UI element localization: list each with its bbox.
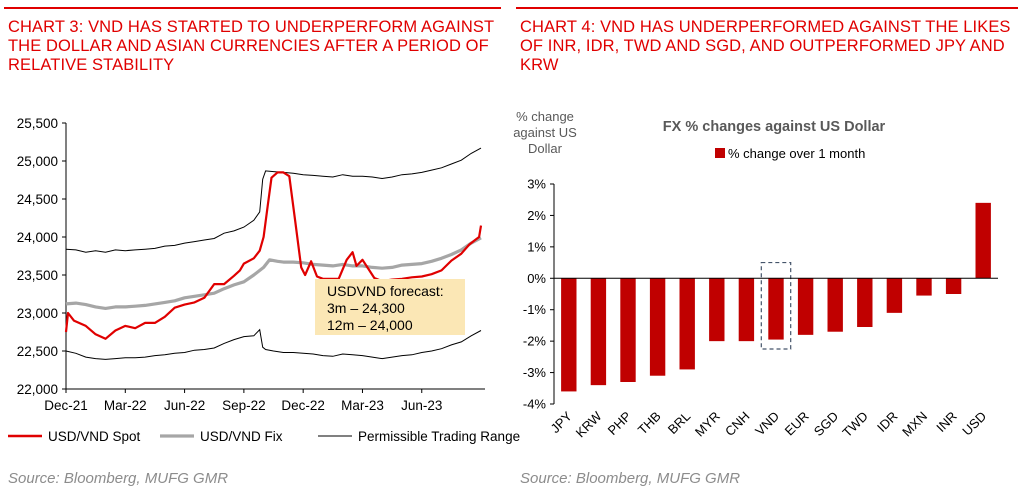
chart3-title: CHART 3: VND HAS STARTED TO UNDERPERFORM…	[8, 18, 494, 74]
title-rule	[4, 7, 501, 9]
x-tick-label: Mar-23	[341, 398, 384, 413]
y-tick-label: 25,500	[17, 116, 58, 131]
y-axis-label: Dollar	[528, 141, 563, 156]
x-tick-label: Jun-22	[164, 398, 205, 413]
y-tick-label: 24,500	[17, 192, 58, 207]
bar-sgd	[827, 278, 843, 332]
bar-mxn	[916, 278, 932, 296]
x-tick-label: PHP	[605, 409, 635, 439]
y-tick-label: 2%	[527, 208, 546, 223]
x-tick-label: THB	[635, 409, 664, 438]
x-tick-label: Mar-22	[104, 398, 147, 413]
chart4-panel: CHART 4: VND HAS UNDERPERFORMED AGAINST …	[512, 0, 1022, 501]
chart4-plot-title: FX % changes against US Dollar	[663, 119, 886, 135]
x-tick-label: MXN	[899, 409, 930, 440]
y-tick-label: -1%	[523, 302, 547, 317]
chart3-line-chart: 25,500 25,000 24,500 24,000 23,500 23,000 22,5…	[8, 116, 520, 444]
y-tick-label: 0%	[527, 271, 546, 286]
x-tick-label: Sep-22	[222, 398, 266, 413]
x-tick-label: SGD	[811, 409, 842, 440]
bar-inr	[945, 278, 962, 294]
x-tick-label: IDR	[874, 409, 900, 435]
legend-swatch	[715, 148, 725, 158]
y-axis-label: against US	[513, 125, 577, 140]
x-tick-label: VND	[752, 409, 782, 439]
y-tick-label: 1%	[527, 239, 546, 254]
y-tick-label: -4%	[523, 397, 547, 412]
legend-label: Permissible Trading Range	[358, 429, 520, 444]
y-tick-label: -2%	[523, 334, 547, 349]
series-trading-range-upper	[65, 147, 482, 253]
bar-idr	[886, 278, 903, 313]
title-rule	[516, 7, 1018, 9]
bar-php	[620, 278, 636, 382]
vnd-highlight-box	[760, 261, 792, 350]
x-tick-label: CNH	[722, 409, 753, 440]
bar-myr	[709, 278, 725, 342]
x-tick-label: EUR	[782, 409, 812, 439]
x-tick-label: Jun-23	[401, 398, 442, 413]
y-tick-label: 23,000	[17, 306, 58, 321]
y-tick-label: -3%	[523, 365, 547, 380]
y-tick-label: 22,000	[17, 382, 58, 397]
bar-krw	[590, 278, 607, 386]
x-tick-label: BRL	[665, 409, 693, 437]
y-axis-label: % change	[516, 109, 574, 124]
bar-vnd	[768, 278, 784, 340]
chart3-panel: CHART 3: VND HAS STARTED TO UNDERPERFORM…	[0, 0, 520, 501]
bar-jpy	[561, 278, 577, 392]
y-tick-label: 24,000	[17, 230, 58, 245]
bar-usd	[975, 202, 991, 279]
bar-cnh	[738, 278, 755, 342]
series-trading-range-lower	[65, 328, 482, 360]
series-usdvnd-fix	[65, 236, 482, 310]
legend-label: % change over 1 month	[728, 146, 865, 161]
x-tick-label: KRW	[573, 408, 605, 440]
y-tick-label: 23,500	[17, 268, 58, 283]
bar-twd	[857, 278, 873, 327]
x-tick-label: Dec-21	[44, 398, 88, 413]
x-tick-label: Dec-22	[281, 398, 325, 413]
x-tick-label: MYR	[692, 409, 723, 440]
legend-label: USD/VND Fix	[200, 429, 283, 444]
y-tick-label: 25,000	[17, 154, 58, 169]
y-tick-label: 22,500	[17, 344, 58, 359]
x-tick-label: JPY	[547, 408, 575, 436]
bar-eur	[797, 278, 814, 335]
chart4-title: CHART 4: VND HAS UNDERPERFORMED AGAINST …	[520, 18, 1011, 74]
x-tick-label: USD	[959, 409, 989, 439]
bar-brl	[679, 278, 695, 370]
forecast-annotation-line: 12m – 24,000	[327, 317, 413, 333]
x-tick-label: TWD	[839, 409, 871, 441]
chart4-source: Source: Bloomberg, MUFG GMR	[520, 470, 741, 487]
y-tick-label: 3%	[527, 177, 546, 192]
chart3-source: Source: Bloomberg, MUFG GMR	[8, 470, 229, 487]
bar-thb	[649, 278, 666, 376]
x-tick-label: INR	[933, 409, 959, 435]
series-usdvnd-spot	[64, 171, 483, 340]
legend-label: USD/VND Spot	[48, 429, 141, 444]
forecast-annotation-box	[315, 279, 465, 335]
forecast-annotation-line: USDVND forecast:	[327, 283, 444, 299]
forecast-annotation-line: 3m – 24,300	[327, 300, 405, 316]
